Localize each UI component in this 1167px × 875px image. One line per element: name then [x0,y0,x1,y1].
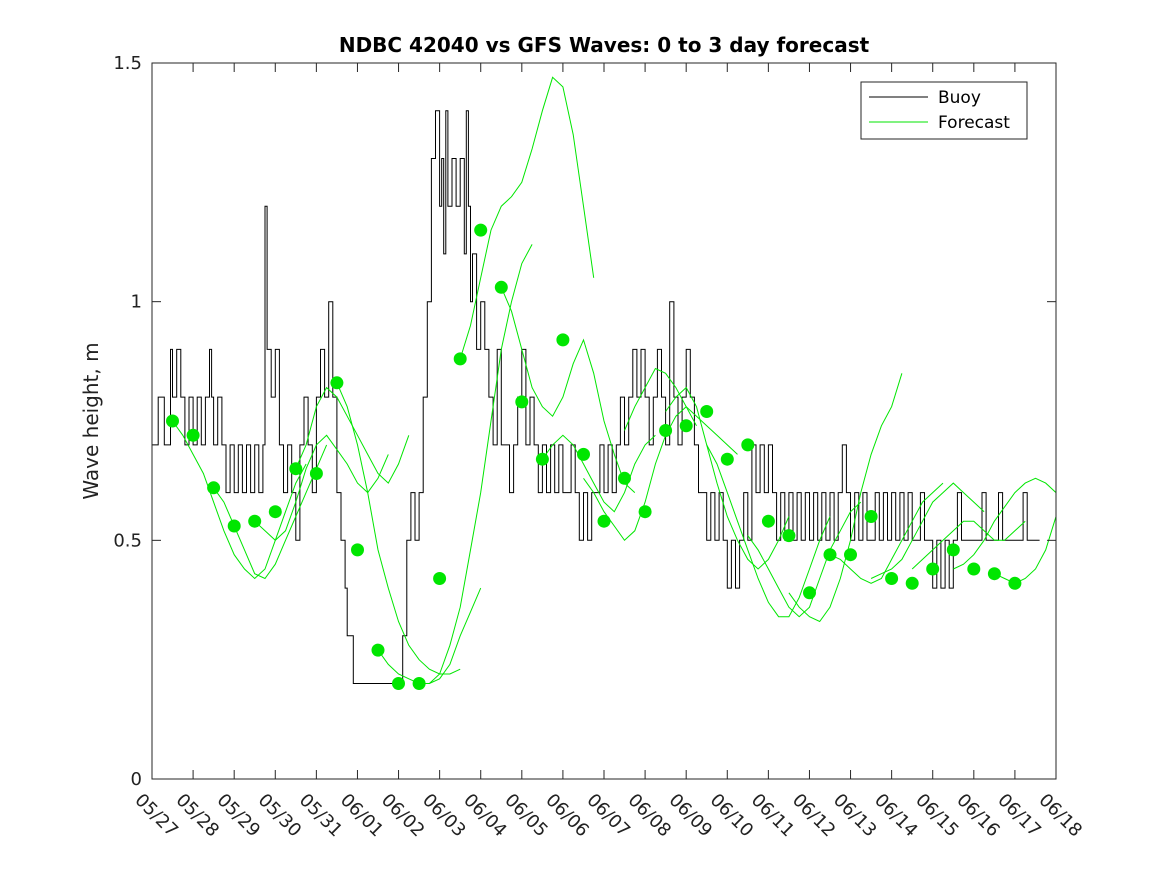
forecast-point [207,481,221,495]
forecast-point [474,223,488,237]
forecast-point [186,428,200,442]
forecast-run-line-9 [541,434,656,513]
legend-label-forecast: Forecast [938,113,1010,133]
forecast-run-line-8 [500,287,636,493]
forecast-point [987,567,1001,581]
forecast-run-line-15 [788,373,903,623]
forecast-point [638,505,652,519]
forecast-run-line-18 [911,520,1026,570]
y-tick-label: 0 [131,769,142,790]
forecast-run-line-6 [419,244,533,684]
forecast-point [700,405,714,418]
y-tick-label: 0.5 [113,530,142,551]
forecast-point [268,505,282,519]
y-tick-label: 1.5 [113,53,142,74]
y-tick-label: 1 [131,292,142,313]
forecast-point [679,419,693,433]
forecast-point [556,333,570,347]
forecast-point [659,424,673,437]
forecast-run-line-12 [665,386,790,570]
y-axis-label: Wave height, m [79,342,103,499]
forecast-point [227,519,241,533]
forecast-point [782,529,796,543]
forecast-run-line-7 [459,76,595,360]
forecast-point [289,462,303,476]
legend: Buoy Forecast [860,81,1028,140]
forecast-point [885,572,899,585]
forecast-run-line-11 [624,367,738,455]
forecast-point [535,452,549,466]
forecast-point [371,643,385,657]
forecast-point [309,467,323,480]
forecast-point [433,572,447,585]
forecast-point [515,395,529,409]
forecast-point [494,280,508,294]
forecast-point [392,677,405,690]
forecast-point [166,414,179,428]
forecast-point [351,543,364,557]
buoy-series-line [152,110,1040,684]
forecast-run-line-0 [172,420,307,580]
forecast-run-line-10 [583,405,697,542]
plot-area [152,76,1057,690]
forecast-point [967,562,981,576]
forecast-point [1008,576,1022,590]
forecast-run-line-16 [829,482,944,584]
legend-box [860,81,1028,140]
forecast-point [453,352,467,366]
forecast-point [412,677,426,690]
forecast-point [905,576,919,590]
forecast-point [741,438,755,452]
forecast-point [720,452,734,466]
legend-label-buoy: Buoy [938,88,981,108]
forecast-point [618,471,631,485]
forecast-point [823,548,837,562]
chart-title: NDBC 42040 vs GFS Waves: 0 to 3 day fore… [339,33,870,57]
forecast-point [864,510,878,523]
forecast-point [946,543,960,557]
forecast-point [844,548,857,562]
forecast-point [926,562,940,576]
forecast-point [330,376,344,390]
forecast-point [597,514,611,528]
forecast-run-line-19 [953,477,1057,570]
forecast-run-line-17 [870,482,985,579]
forecast-point [577,447,590,461]
forecast-run-line-2 [254,434,389,541]
forecast-point [761,514,775,528]
forecast-point [248,514,262,528]
forecast-point [803,586,816,600]
forecast-run-line-13 [706,444,831,618]
